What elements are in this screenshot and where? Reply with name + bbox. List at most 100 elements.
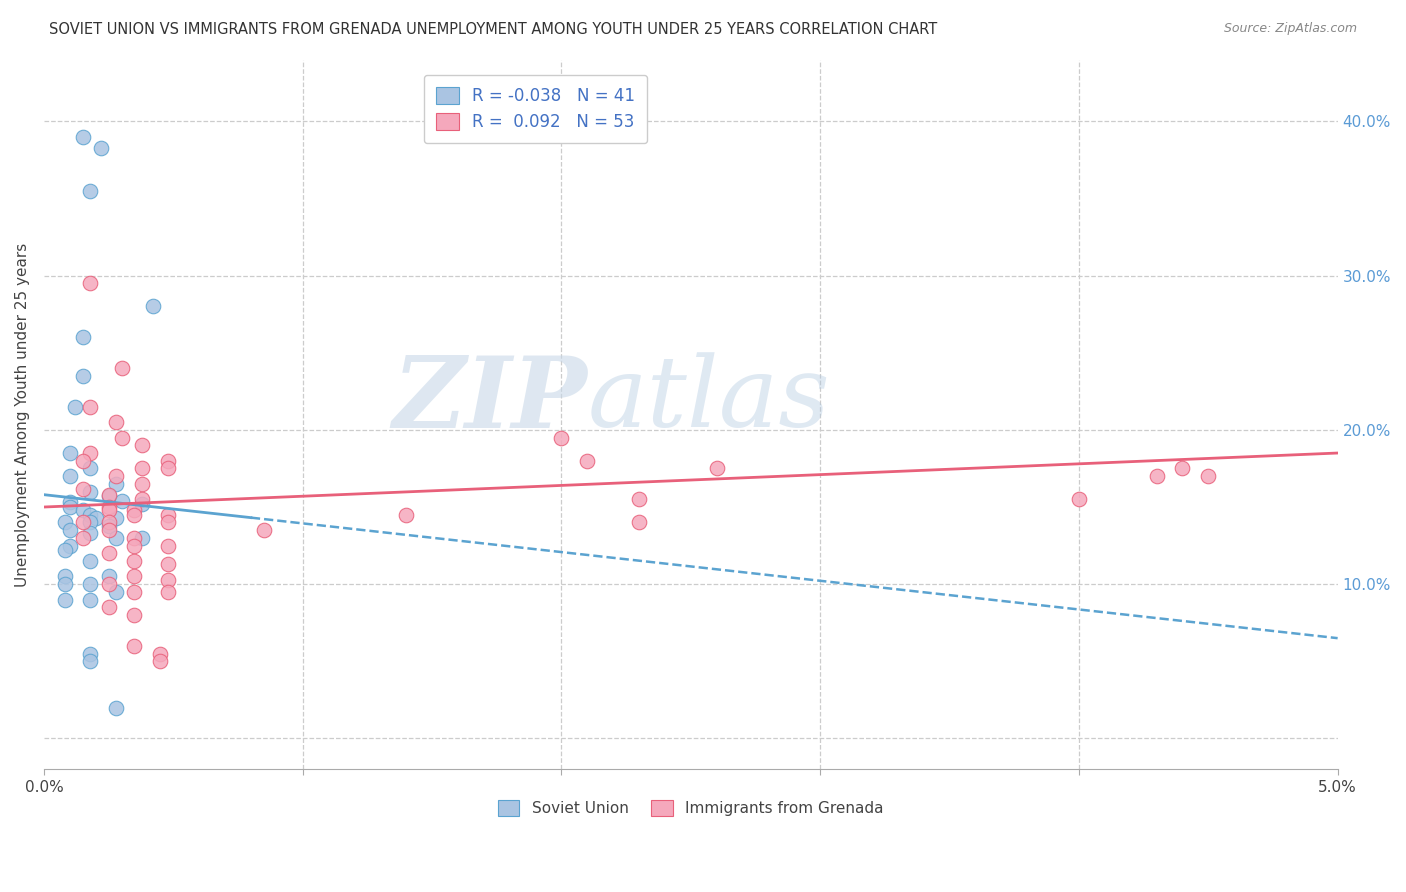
- Point: [72, 516, 94, 530]
- Point: [253, 523, 276, 537]
- Point: [97, 577, 120, 591]
- Point: [124, 503, 146, 517]
- Point: [131, 476, 153, 491]
- Point: [157, 454, 180, 468]
- Point: [157, 585, 180, 599]
- Point: [79, 277, 101, 291]
- Point: [72, 368, 94, 383]
- Point: [72, 454, 94, 468]
- Point: [124, 585, 146, 599]
- Point: [79, 184, 101, 198]
- Point: [97, 503, 120, 517]
- Point: [142, 300, 165, 314]
- Point: [59, 469, 82, 483]
- Point: [53, 569, 76, 583]
- Text: ZIP: ZIP: [392, 352, 588, 449]
- Point: [97, 546, 120, 560]
- Point: [395, 508, 418, 522]
- Point: [72, 129, 94, 144]
- Point: [72, 503, 94, 517]
- Point: [1197, 469, 1219, 483]
- Point: [59, 446, 82, 460]
- Point: [105, 476, 128, 491]
- Point: [124, 554, 146, 568]
- Point: [105, 469, 128, 483]
- Point: [124, 607, 146, 622]
- Point: [79, 516, 101, 530]
- Point: [131, 531, 153, 545]
- Point: [157, 557, 180, 571]
- Point: [59, 500, 82, 514]
- Point: [79, 654, 101, 668]
- Point: [1171, 461, 1194, 475]
- Point: [84, 511, 107, 525]
- Point: [124, 569, 146, 583]
- Point: [79, 484, 101, 499]
- Point: [79, 554, 101, 568]
- Point: [72, 330, 94, 344]
- Point: [97, 600, 120, 615]
- Point: [157, 508, 180, 522]
- Point: [131, 438, 153, 452]
- Point: [79, 400, 101, 414]
- Point: [79, 592, 101, 607]
- Text: SOVIET UNION VS IMMIGRANTS FROM GRENADA UNEMPLOYMENT AMONG YOUTH UNDER 25 YEARS : SOVIET UNION VS IMMIGRANTS FROM GRENADA …: [49, 22, 938, 37]
- Point: [53, 516, 76, 530]
- Point: [105, 511, 128, 525]
- Point: [131, 461, 153, 475]
- Point: [97, 489, 120, 503]
- Point: [627, 492, 650, 507]
- Point: [97, 488, 120, 502]
- Point: [59, 495, 82, 509]
- Point: [53, 543, 76, 558]
- Text: atlas: atlas: [588, 352, 830, 448]
- Point: [1067, 492, 1090, 507]
- Point: [79, 508, 101, 522]
- Point: [90, 140, 112, 154]
- Point: [124, 639, 146, 653]
- Point: [627, 516, 650, 530]
- Point: [110, 493, 132, 508]
- Point: [97, 516, 120, 530]
- Point: [97, 569, 120, 583]
- Point: [110, 431, 132, 445]
- Point: [706, 461, 728, 475]
- Point: [157, 461, 180, 475]
- Point: [124, 508, 146, 522]
- Point: [105, 531, 128, 545]
- Y-axis label: Unemployment Among Youth under 25 years: Unemployment Among Youth under 25 years: [15, 243, 30, 587]
- Point: [157, 573, 180, 587]
- Point: [124, 539, 146, 553]
- Point: [157, 539, 180, 553]
- Point: [79, 461, 101, 475]
- Point: [157, 516, 180, 530]
- Point: [131, 492, 153, 507]
- Point: [124, 531, 146, 545]
- Point: [79, 577, 101, 591]
- Point: [63, 400, 86, 414]
- Text: Source: ZipAtlas.com: Source: ZipAtlas.com: [1223, 22, 1357, 36]
- Point: [97, 500, 120, 514]
- Point: [59, 539, 82, 553]
- Point: [59, 523, 82, 537]
- Point: [149, 647, 172, 661]
- Point: [53, 592, 76, 607]
- Point: [110, 361, 132, 376]
- Point: [72, 482, 94, 496]
- Point: [105, 415, 128, 429]
- Point: [79, 446, 101, 460]
- Point: [149, 654, 172, 668]
- Point: [79, 647, 101, 661]
- Point: [1146, 469, 1168, 483]
- Point: [97, 523, 120, 537]
- Legend: Soviet Union, Immigrants from Grenada: Soviet Union, Immigrants from Grenada: [489, 791, 893, 825]
- Point: [131, 497, 153, 511]
- Point: [72, 531, 94, 545]
- Point: [550, 431, 572, 445]
- Point: [576, 454, 599, 468]
- Point: [97, 518, 120, 533]
- Point: [105, 700, 128, 714]
- Point: [79, 526, 101, 541]
- Point: [105, 585, 128, 599]
- Point: [53, 577, 76, 591]
